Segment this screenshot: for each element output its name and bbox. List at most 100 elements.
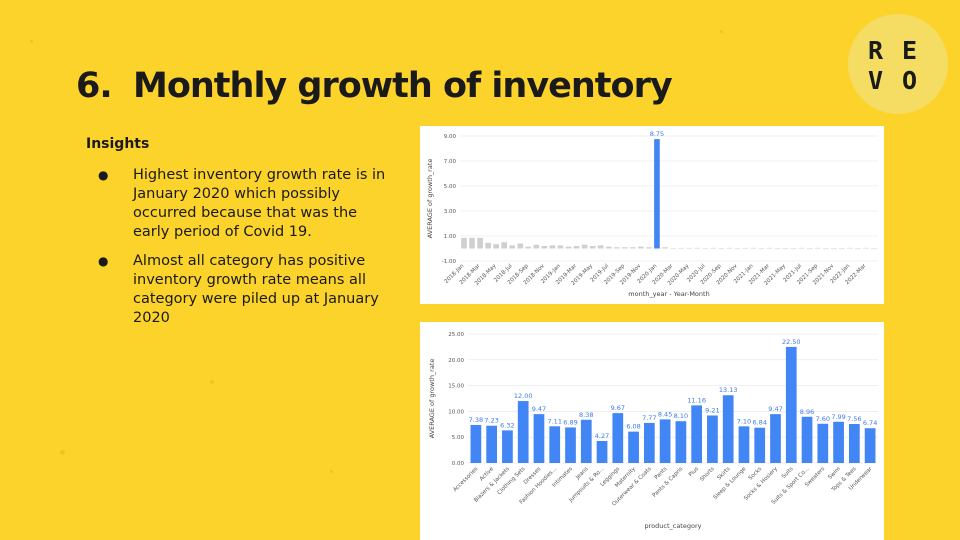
- bar: [565, 246, 572, 249]
- bar: [806, 248, 813, 250]
- category-growth-chart: 25.00 20.00 15.00 10.00 5.00 0.00 7.38 Accessor…: [428, 332, 878, 530]
- x-tick-label: Accessories: [452, 466, 479, 493]
- y-tick-label: 15.00: [448, 384, 464, 390]
- bar: [702, 248, 708, 250]
- bar: [738, 426, 750, 463]
- background-speck: [30, 40, 33, 43]
- bar: [722, 395, 734, 463]
- logo-letter: R: [868, 36, 884, 65]
- x-tick-label: Shorts: [699, 466, 716, 483]
- bar: [549, 426, 561, 463]
- bar: [790, 248, 797, 250]
- data-label: 8.96: [800, 408, 814, 416]
- bar: [597, 245, 604, 249]
- monthly-growth-chart: 9.007.005.003.001.00-1.008.752018-Jan201…: [426, 130, 878, 298]
- bar: [469, 237, 475, 249]
- bar: [581, 244, 588, 249]
- bar: [533, 414, 545, 463]
- monthly-chart-panel: 9.00 7.00 5.00 3.00 1.00 -1.00 8.75 2018-Jan 201…: [420, 126, 884, 304]
- data-label: 9.67: [611, 404, 625, 412]
- bar: [754, 427, 766, 463]
- background-speck: [150, 290, 154, 294]
- data-label: 9.47: [532, 405, 546, 413]
- bar: [613, 247, 620, 249]
- bar: [742, 247, 749, 249]
- bar: [750, 247, 757, 249]
- bar: [477, 237, 483, 249]
- y-axis-label: AVERAGE of growth_rate: [428, 359, 436, 439]
- background-speck: [720, 30, 723, 33]
- y-tick-label: 10.00: [448, 409, 464, 415]
- bar: [565, 427, 576, 463]
- bar: [493, 244, 499, 249]
- revo-logo: R E V O: [848, 14, 948, 114]
- bar: [798, 247, 805, 249]
- data-label: 8.75: [650, 130, 664, 138]
- bar: [847, 247, 853, 249]
- bar: [822, 248, 829, 250]
- data-label: 9.47: [768, 405, 782, 413]
- bar: [596, 440, 608, 463]
- x-tick-label: Suits: [781, 466, 795, 480]
- y-axis-label: AVERAGE of growth_rate: [426, 159, 434, 239]
- slide-number: 6.: [76, 66, 113, 106]
- bar: [785, 346, 797, 463]
- data-label: 7.11: [547, 417, 561, 425]
- insight-text: Highest inventory growth rate is in Janu…: [133, 167, 386, 240]
- data-label: 11.16: [687, 396, 706, 404]
- y-tick-label: 1.00: [444, 234, 457, 240]
- bar: [557, 245, 564, 249]
- bar: [525, 246, 532, 249]
- bar: [643, 422, 655, 463]
- data-label: 4.27: [595, 432, 609, 440]
- bar: [517, 401, 529, 463]
- bar: [638, 246, 644, 249]
- bar: [662, 247, 668, 249]
- bar: [707, 415, 718, 463]
- bar: [659, 419, 671, 463]
- logo-letter: V: [868, 66, 884, 95]
- background-speck: [330, 470, 333, 473]
- bar: [830, 248, 837, 250]
- bar: [766, 247, 773, 249]
- slide-title-text: Monthly growth of inventory: [133, 66, 673, 106]
- bar: [646, 247, 652, 249]
- data-label: 6.08: [626, 423, 640, 431]
- bar: [470, 424, 482, 463]
- bar: [848, 423, 860, 463]
- bar: [691, 405, 703, 463]
- bar: [461, 237, 467, 249]
- y-tick-label: 5.00: [452, 435, 465, 441]
- bar: [630, 247, 636, 249]
- bar: [833, 421, 844, 463]
- data-label: 6.89: [563, 418, 577, 426]
- bar: [628, 431, 639, 463]
- background-speck: [210, 380, 214, 384]
- bar: [718, 248, 725, 250]
- x-tick-label: Pants & Capris: [652, 466, 685, 499]
- bar: [801, 416, 813, 463]
- bar: [782, 248, 789, 250]
- y-tick-label: 3.00: [444, 209, 457, 215]
- bar: [734, 248, 741, 250]
- insights-list: ● Highest inventory growth rate is in Jan…: [98, 166, 398, 338]
- bullet-icon: ●: [98, 168, 109, 182]
- y-tick-label: 20.00: [448, 358, 464, 364]
- bar: [580, 419, 592, 463]
- bar: [654, 139, 660, 249]
- bar: [814, 247, 821, 249]
- y-tick-label: 25.00: [448, 332, 464, 338]
- bar: [670, 248, 676, 250]
- data-label: 6.32: [500, 421, 514, 429]
- bullet-icon: ●: [98, 254, 109, 268]
- bar: [612, 413, 624, 463]
- x-axis-label: month_year - Year-Month: [628, 290, 709, 298]
- bar: [509, 245, 516, 249]
- data-label: 7.56: [847, 415, 861, 423]
- background-speck: [60, 450, 65, 455]
- data-label: 6.84: [752, 419, 766, 427]
- logo-letter: E: [902, 36, 918, 65]
- bar: [621, 247, 628, 249]
- y-tick-label: 0.00: [452, 461, 465, 467]
- category-chart-panel: 25.00 20.00 15.00 10.00 5.00 0.00 7.38 Accessor…: [420, 322, 884, 540]
